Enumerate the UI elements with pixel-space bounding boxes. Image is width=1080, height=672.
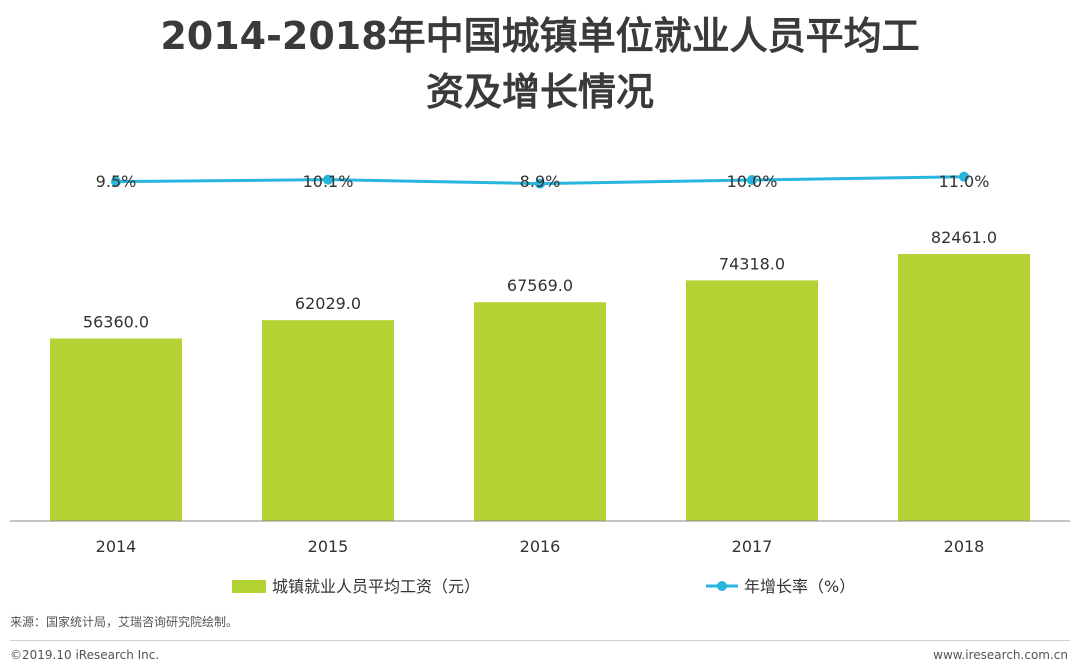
growth-rate-point-2018 — [959, 171, 969, 182]
growth-rate-label-2014: 9.5% — [96, 172, 137, 191]
growth-rate-label-2017: 10.0% — [727, 172, 778, 191]
source-note: 来源：国家统计局，艾瑞咨询研究院绘制。 — [10, 615, 239, 629]
bar-2015 — [262, 320, 394, 521]
footer-divider — [10, 640, 1070, 641]
chart-title: 2014-2018年中国城镇单位就业人员平均工 资及增长情况 — [0, 8, 1080, 120]
x-tick-label-2018: 2018 — [944, 537, 985, 556]
legend: 城镇就业人员平均工资（元） 年增长率（%） — [232, 577, 855, 596]
growth-rate-label-2016: 8.9% — [520, 172, 561, 191]
legend-swatch-wage — [232, 580, 266, 593]
bar-2016 — [474, 302, 606, 521]
bar-value-label-2016: 67569.0 — [507, 276, 573, 295]
legend-swatch-growth-marker — [717, 581, 727, 591]
bar-2014 — [50, 338, 182, 521]
bar-2018 — [898, 254, 1030, 521]
x-axis-ticks: 2014 2015 2016 2017 2018 — [96, 537, 985, 556]
bar-2017 — [686, 280, 818, 521]
bar-value-label-2018: 82461.0 — [931, 228, 997, 247]
x-tick-label-2017: 2017 — [732, 537, 773, 556]
bar-series: 56360.0 62029.0 67569.0 74318.0 82461.0 — [50, 228, 1030, 521]
growth-rate-label-2018: 11.0% — [939, 172, 990, 191]
bar-value-label-2014: 56360.0 — [83, 313, 149, 332]
x-tick-label-2016: 2016 — [520, 537, 561, 556]
chart-title-line-1: 2014-2018年中国城镇单位就业人员平均工 — [160, 14, 920, 58]
x-tick-label-2015: 2015 — [308, 537, 349, 556]
chart-title-line-2: 资及增长情况 — [425, 70, 654, 114]
growth-rate-series: 9.5% 10.1% 8.9% 10.0% 11.0% — [96, 171, 990, 191]
growth-rate-point-2015 — [323, 174, 333, 185]
growth-rate-point-2017 — [747, 175, 757, 185]
legend-label-growth: 年增长率（%） — [744, 577, 855, 596]
legend-label-wage: 城镇就业人员平均工资（元） — [272, 577, 480, 596]
bar-value-label-2017: 74318.0 — [719, 254, 785, 273]
bar-value-label-2015: 62029.0 — [295, 294, 361, 313]
growth-rate-point-2014 — [111, 176, 121, 187]
growth-rate-point-2016 — [535, 178, 545, 189]
chart-area: 56360.0 62029.0 67569.0 74318.0 82461.0 2014… — [10, 171, 1070, 596]
growth-rate-label-2015: 10.1% — [303, 172, 354, 191]
website-link[interactable]: www.iresearch.com.cn — [933, 648, 1068, 662]
copyright-text: ©2019.10 iResearch Inc. — [10, 648, 160, 662]
x-tick-label-2014: 2014 — [96, 537, 137, 556]
